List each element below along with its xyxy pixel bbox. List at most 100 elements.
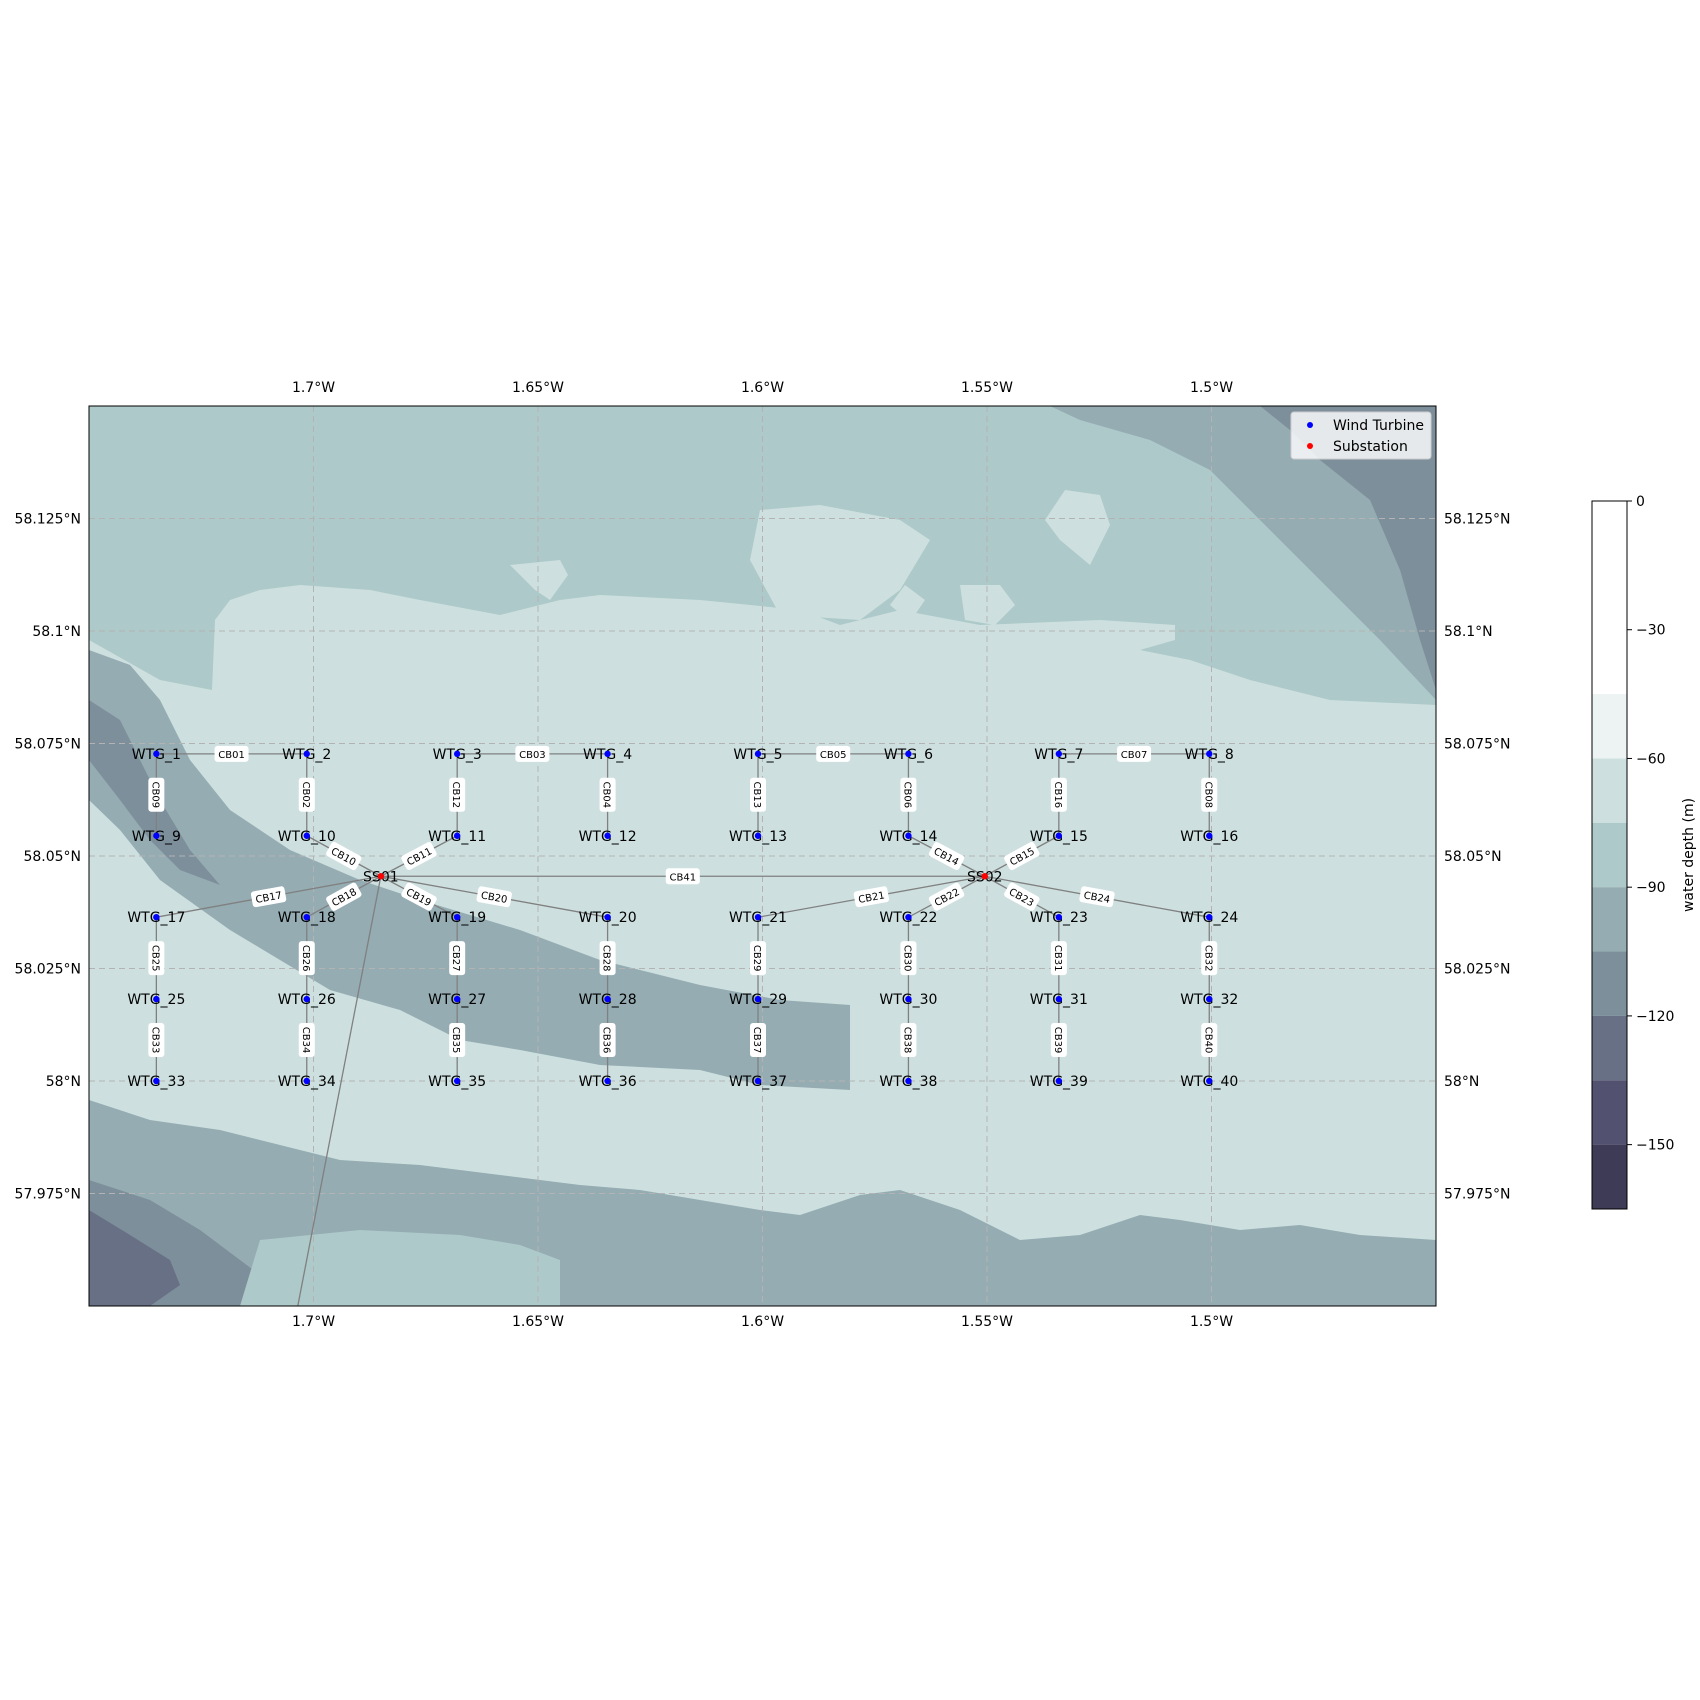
lat-tick-right: 58.05°N: [1444, 849, 1502, 865]
lat-tick-right: 58°N: [1444, 1074, 1479, 1090]
depth-band-90-105-north: [1050, 406, 1436, 700]
colorbar-band: [1592, 1144, 1627, 1209]
cable-label-text: CB39: [1052, 1027, 1063, 1054]
wind-turbine-marker: [1055, 832, 1063, 839]
lat-tick-right: 57.975°N: [1444, 1187, 1510, 1203]
cable-label-cb20: CB20: [476, 886, 512, 908]
lat-tick-right: 58.1°N: [1444, 624, 1493, 640]
depth-band-90-105-west: [89, 650, 850, 1090]
cable-label-text: CB36: [601, 1027, 612, 1054]
lat-tick-right: 58.025°N: [1444, 962, 1510, 978]
wind-turbine-marker: [1206, 995, 1213, 1003]
cable-label-text: CB02: [300, 782, 311, 809]
cable-label-box: [928, 882, 965, 911]
lat-tick-right: 58.125°N: [1444, 512, 1510, 528]
wind-turbine-marker: [1055, 750, 1063, 758]
cable-label-text: CB24: [1083, 890, 1111, 906]
wind-turbine-marker: [1055, 1077, 1063, 1085]
colorbar-band: [1592, 1080, 1627, 1145]
cable-label-text: CB41: [670, 872, 697, 883]
lon-tick-top: 1.55°W: [961, 380, 1013, 396]
export-cable: [297, 876, 382, 1307]
cable-label-text: CB08: [1202, 782, 1213, 809]
cable-label-cb41: CB41: [665, 868, 700, 885]
cable-label-box: [1117, 745, 1152, 762]
wind-turbine-marker: [153, 832, 160, 839]
cable-label-cb26: CB26: [298, 941, 315, 976]
cable-label-box: [1079, 886, 1115, 908]
cable-label-box: [900, 941, 917, 976]
shallow-patch: [1045, 490, 1110, 565]
wind-turbine-marker: [754, 750, 762, 758]
wind-turbine-marker: [153, 1077, 160, 1085]
colorbar-tick-label: −30: [1636, 623, 1666, 639]
cable-label-box: [298, 1023, 315, 1058]
lon-tick-top: 1.5°W: [1190, 380, 1233, 396]
cable-label-text: CB01: [218, 750, 245, 761]
cable-label-text: CB20: [480, 890, 508, 906]
cable-label-text: CB27: [450, 945, 461, 972]
cable-label-box: [401, 882, 437, 911]
shallow-patch-southwest: [160, 1010, 265, 1100]
wind-turbine-marker: [303, 914, 310, 921]
cable-label-cb31: CB31: [1050, 941, 1067, 976]
cable-label-text: CB09: [149, 782, 160, 809]
wind-turbine-marker: [604, 995, 611, 1003]
cable-label-cb07: CB07: [1117, 745, 1152, 762]
wind-turbine-marker: [905, 1077, 912, 1085]
colorbar-band: [1592, 694, 1627, 759]
wind-turbine-marker: [303, 1077, 310, 1085]
cable-label-box: [326, 841, 362, 871]
cable-label-box: [599, 777, 616, 812]
cable-label-cb32: CB32: [1201, 941, 1218, 976]
cable-label-box: [401, 842, 437, 870]
wind-turbine-marker: [754, 832, 762, 839]
cable-label-cb21: CB21: [853, 886, 890, 908]
depth-band-105-120-north: [1260, 406, 1436, 690]
cable-label-cb02: CB02: [298, 777, 315, 812]
wind-turbine-marker: [1206, 914, 1213, 921]
lon-tick-top: 1.65°W: [512, 380, 564, 396]
colorbar-label: water depth (m): [1681, 798, 1697, 912]
lon-tick-top: 1.7°W: [292, 380, 335, 396]
cable-label-cb17: CB17: [250, 886, 287, 908]
legend-wind-turbine-marker: [1307, 422, 1313, 428]
cable-label-text: CB26: [300, 945, 311, 972]
cable-label-cb37: CB37: [750, 1023, 767, 1058]
cable-label-text: CB16: [1052, 782, 1063, 809]
cable-label-box: [148, 941, 165, 976]
wind-turbine-marker: [905, 995, 912, 1003]
cable-label-box: [515, 745, 550, 762]
cable-label-text: CB33: [149, 1027, 160, 1054]
cable-label-box: [476, 886, 512, 908]
lat-tick-right: 58.075°N: [1444, 737, 1510, 753]
cable-label-cb13: CB13: [750, 777, 767, 812]
cable-label-cb35: CB35: [449, 1023, 466, 1058]
cable-label-box: [1004, 882, 1040, 911]
cable-label-text: CB03: [519, 750, 546, 761]
cable-label-cb08: CB08: [1201, 777, 1218, 812]
cable-label-box: [1004, 841, 1040, 871]
wind-turbine-marker: [1206, 832, 1213, 839]
cable-label-text: CB12: [450, 782, 461, 809]
lon-tick-bottom: 1.55°W: [961, 1314, 1013, 1330]
cable-label-text: CB31: [1052, 945, 1063, 972]
cable-label-text: CB35: [450, 1027, 461, 1054]
lon-tick-top: 1.6°W: [741, 380, 784, 396]
lat-tick-left: 58.1°N: [32, 624, 81, 640]
colorbar-band: [1592, 951, 1627, 1016]
cable-label-cb01: CB01: [214, 745, 249, 762]
colorbar-tick-label: 0: [1636, 494, 1645, 510]
lat-tick-left: 58°N: [46, 1074, 81, 1090]
cable-label-box: [928, 842, 965, 870]
depth-band-120-135-south: [89, 1210, 180, 1306]
cable-label-cb06: CB06: [900, 777, 917, 812]
lon-tick-bottom: 1.7°W: [292, 1314, 335, 1330]
colorbar-tick-label: −150: [1636, 1138, 1674, 1154]
cable-label-cb16: CB16: [1050, 777, 1067, 812]
cable-label-cb39: CB39: [1050, 1023, 1067, 1058]
cable-label-text: CB25: [149, 945, 160, 972]
cable-label-cb36: CB36: [599, 1023, 616, 1058]
colorbar: 0 −30 −60 −90 −120 −150 water depth (m): [1591, 494, 1697, 1210]
lat-tick-left: 58.025°N: [15, 962, 81, 978]
